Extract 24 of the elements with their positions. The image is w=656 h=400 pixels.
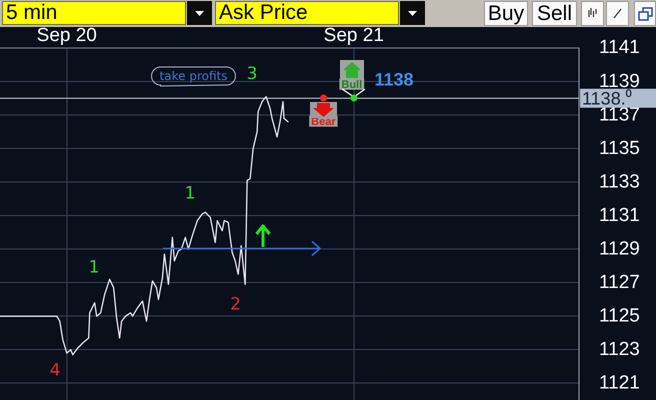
y-tick-label: 1121 xyxy=(599,372,640,394)
button: Sell xyxy=(532,1,577,26)
annotation: take profits xyxy=(160,69,228,84)
annotation: 2 xyxy=(230,294,241,314)
select-field: Ask Price xyxy=(215,1,399,25)
y-tick-label: 1131 xyxy=(599,204,640,226)
annotation: 1 xyxy=(184,183,196,204)
select-field: 5 min xyxy=(2,1,186,25)
annotation: 3 xyxy=(246,64,258,84)
y-tick-label: 1141 xyxy=(599,37,640,58)
y-tick-label: 1123 xyxy=(599,338,640,360)
annotation: Bear xyxy=(311,116,336,128)
annotation: 1138 xyxy=(374,69,414,90)
x-tick-label: Sep 21 xyxy=(324,24,384,46)
button: Buy xyxy=(484,1,528,26)
x-tick-label: Sep 20 xyxy=(36,24,97,46)
y-tick-label: 1127 xyxy=(599,272,640,293)
y-tick-label: 1133 xyxy=(599,171,640,192)
annotation: 1 xyxy=(88,257,100,278)
y-tick-label: 1129 xyxy=(599,238,640,260)
annotation: 4 xyxy=(50,360,60,380)
y-tick-label: 1125 xyxy=(599,305,640,326)
y-tick-label: 1135 xyxy=(599,138,640,159)
annotation: Bull xyxy=(341,78,362,91)
